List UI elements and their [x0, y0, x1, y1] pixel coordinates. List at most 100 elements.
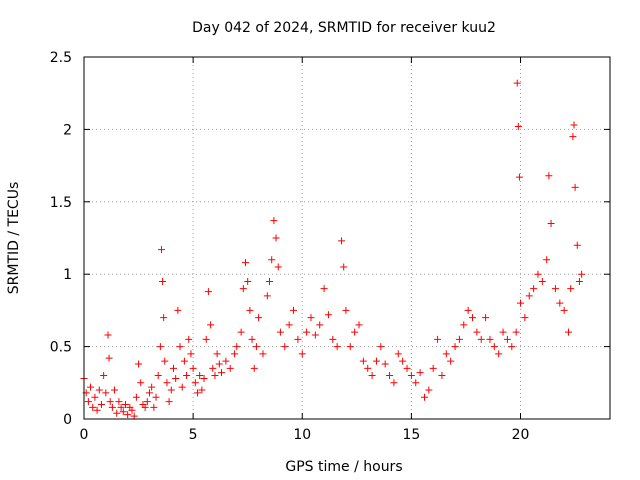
data-point — [172, 374, 180, 382]
data-point — [148, 383, 156, 391]
data-point — [514, 123, 522, 131]
data-point — [196, 372, 204, 380]
data-point — [407, 372, 415, 380]
data-point — [285, 321, 293, 329]
data-point — [169, 364, 177, 372]
data-point — [508, 343, 516, 351]
data-point — [89, 403, 97, 411]
data-point — [425, 386, 433, 394]
data-point — [152, 393, 160, 401]
data-point — [246, 306, 254, 314]
data-point — [159, 277, 167, 285]
data-point — [547, 220, 555, 228]
data-point — [248, 335, 256, 343]
data-point — [121, 401, 129, 409]
data-point — [185, 335, 193, 343]
data-point — [231, 350, 239, 358]
data-point — [333, 343, 341, 351]
data-point — [113, 409, 121, 417]
data-point — [270, 217, 278, 225]
data-point — [324, 311, 332, 319]
data-point — [268, 256, 276, 264]
data-point — [252, 343, 260, 351]
data-point — [521, 314, 529, 322]
x-tick-label: 5 — [189, 427, 198, 443]
data-point — [434, 335, 442, 343]
data-point — [307, 314, 315, 322]
data-point — [525, 292, 533, 300]
data-point — [95, 386, 103, 394]
data-point — [298, 350, 306, 358]
data-point — [281, 343, 289, 351]
data-point — [97, 401, 105, 409]
data-point — [272, 234, 280, 242]
data-point — [294, 335, 302, 343]
chart-title: Day 042 of 2024, SRMTID for receiver kuu… — [192, 20, 496, 36]
x-tick-label: 10 — [293, 427, 311, 443]
data-point — [209, 364, 217, 372]
data-point — [381, 360, 389, 368]
plot-frame — [83, 56, 611, 420]
data-point — [211, 372, 219, 380]
data-point — [368, 372, 376, 380]
x-tick-labels: 0 5 10 15 20 — [80, 427, 530, 443]
data-point — [124, 411, 132, 419]
data-point — [198, 386, 206, 394]
data-point — [150, 403, 158, 411]
data-point — [263, 292, 271, 300]
data-point — [359, 357, 367, 365]
data-point — [447, 357, 455, 365]
data-point — [482, 314, 490, 322]
data-point — [377, 343, 385, 351]
data-point — [495, 350, 503, 358]
data-point — [167, 386, 175, 394]
data-point — [250, 364, 258, 372]
data-point — [135, 360, 143, 368]
data-point — [176, 343, 184, 351]
data-point — [338, 237, 346, 245]
data-point — [180, 357, 188, 365]
data-point — [575, 277, 583, 285]
data-point — [115, 398, 123, 406]
data-point — [486, 335, 494, 343]
data-point — [530, 285, 538, 293]
data-point — [218, 369, 226, 377]
data-point — [105, 354, 113, 362]
data-point — [468, 314, 476, 322]
data-point — [132, 393, 140, 401]
data-point — [517, 299, 525, 307]
data-point — [200, 374, 208, 382]
data-point — [237, 328, 245, 336]
data-point — [145, 389, 153, 397]
data-point — [351, 328, 359, 336]
data-point — [266, 277, 274, 285]
data-point — [204, 288, 212, 296]
data-point — [320, 285, 328, 293]
data-point — [189, 364, 197, 372]
data-point — [512, 328, 520, 336]
y-tick-label: 2 — [63, 122, 72, 138]
data-point — [503, 335, 511, 343]
data-point — [340, 263, 348, 271]
data-point — [578, 270, 586, 278]
data-point — [143, 398, 151, 406]
y-tick-label: 0 — [63, 412, 72, 428]
data-point — [372, 357, 380, 365]
data-point — [515, 173, 523, 181]
data-point — [106, 398, 114, 406]
x-axis-title: GPS time / hours — [285, 459, 402, 475]
data-point — [451, 343, 459, 351]
data-point — [193, 389, 201, 397]
y-tick-label: 1 — [63, 267, 72, 283]
data-point — [455, 335, 463, 343]
data-point — [178, 383, 186, 391]
data-point — [534, 270, 542, 278]
data-point — [93, 406, 101, 414]
data-point — [154, 372, 162, 380]
data-point — [108, 403, 116, 411]
data-point — [215, 360, 223, 368]
data-point — [429, 364, 437, 372]
data-point — [571, 183, 579, 191]
data-point — [399, 357, 407, 365]
